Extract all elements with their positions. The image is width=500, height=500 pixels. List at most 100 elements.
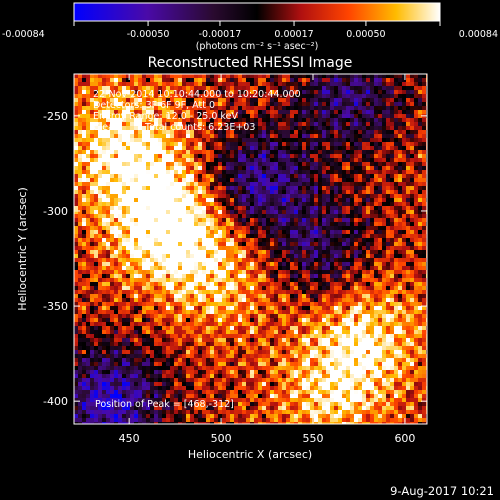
- heatmap-cell: [226, 78, 231, 83]
- heatmap-cell: [178, 86, 183, 91]
- heatmap-cell: [322, 86, 327, 91]
- heatmap-cell: [106, 130, 111, 135]
- heatmap-cell: [394, 262, 399, 267]
- heatmap-cell: [234, 286, 239, 291]
- heatmap-cell: [314, 210, 319, 215]
- heatmap-cell: [274, 262, 279, 267]
- heatmap-cell: [206, 206, 211, 211]
- heatmap-cell: [110, 162, 115, 167]
- heatmap-cell: [406, 278, 411, 283]
- heatmap-cell: [106, 262, 111, 267]
- heatmap-cell: [198, 206, 203, 211]
- heatmap-cell: [350, 214, 355, 219]
- heatmap-cell: [158, 190, 163, 195]
- heatmap-cell: [226, 154, 231, 159]
- heatmap-cell: [266, 182, 271, 187]
- heatmap-cell: [406, 234, 411, 239]
- heatmap-cell: [298, 234, 303, 239]
- heatmap-cell: [298, 78, 303, 83]
- heatmap-cell: [222, 270, 227, 275]
- heatmap-cell: [154, 150, 159, 155]
- heatmap-cell: [162, 238, 167, 243]
- heatmap-cell: [126, 186, 131, 191]
- heatmap-cell: [318, 258, 323, 263]
- heatmap-cell: [130, 102, 135, 107]
- heatmap-cell: [318, 174, 323, 179]
- heatmap-cell: [318, 226, 323, 231]
- heatmap-cell: [230, 254, 235, 259]
- heatmap-cell: [202, 142, 207, 147]
- heatmap-cell: [418, 82, 423, 87]
- heatmap-cell: [402, 222, 407, 227]
- heatmap-cell: [366, 230, 371, 235]
- heatmap-cell: [342, 150, 347, 155]
- heatmap-cell: [406, 98, 411, 103]
- heatmap-cell: [238, 146, 243, 151]
- heatmap-cell: [386, 258, 391, 263]
- heatmap-cell: [258, 126, 263, 131]
- heatmap-cell: [250, 194, 255, 199]
- heatmap-cell: [250, 166, 255, 171]
- heatmap-cell: [178, 94, 183, 99]
- heatmap-cell: [190, 258, 195, 263]
- heatmap-cell: [242, 158, 247, 163]
- heatmap-cell: [406, 138, 411, 143]
- heatmap-cell: [318, 294, 323, 299]
- heatmap-cell: [102, 150, 107, 155]
- heatmap-cell: [154, 214, 159, 219]
- heatmap-cell: [122, 242, 127, 247]
- heatmap-cell: [298, 158, 303, 163]
- heatmap-cell: [234, 290, 239, 295]
- heatmap-cell: [270, 258, 275, 263]
- heatmap-cell: [142, 194, 147, 199]
- heatmap-cell: [350, 166, 355, 171]
- heatmap-cell: [370, 266, 375, 271]
- heatmap-cell: [222, 210, 227, 215]
- heatmap-cell: [270, 238, 275, 243]
- heatmap-cell: [166, 138, 171, 143]
- heatmap-cell: [314, 90, 319, 95]
- heatmap-cell: [326, 190, 331, 195]
- heatmap-cell: [82, 78, 87, 83]
- heatmap-cell: [106, 286, 111, 291]
- heatmap-cell: [154, 178, 159, 183]
- heatmap-cell: [222, 246, 227, 251]
- heatmap-cell: [94, 278, 99, 283]
- heatmap-cell: [350, 178, 355, 183]
- heatmap-cell: [218, 138, 223, 143]
- heatmap-cell: [198, 110, 203, 115]
- heatmap-cell: [362, 230, 367, 235]
- heatmap-cell: [170, 78, 175, 83]
- heatmap-cell: [290, 282, 295, 287]
- heatmap-cell: [258, 102, 263, 107]
- heatmap-cell: [106, 278, 111, 283]
- heatmap-cell: [226, 278, 231, 283]
- heatmap-cell: [298, 210, 303, 215]
- heatmap-cell: [138, 274, 143, 279]
- heatmap-cell: [210, 82, 215, 87]
- heatmap-cell: [94, 274, 99, 279]
- heatmap-cell: [106, 114, 111, 119]
- heatmap-cell: [418, 146, 423, 151]
- heatmap-cell: [306, 90, 311, 95]
- heatmap-cell: [254, 158, 259, 163]
- heatmap-cell: [362, 158, 367, 163]
- heatmap-cell: [246, 246, 251, 251]
- heatmap-cell: [294, 142, 299, 147]
- heatmap-cell: [78, 110, 83, 115]
- heatmap-cell: [194, 242, 199, 247]
- heatmap-cell: [346, 206, 351, 211]
- heatmap-cell: [154, 198, 159, 203]
- heatmap-cell: [374, 78, 379, 83]
- heatmap-cell: [410, 106, 415, 111]
- heatmap-cell: [326, 94, 331, 99]
- heatmap-cell: [90, 198, 95, 203]
- heatmap-cell: [110, 230, 115, 235]
- heatmap-cell: [382, 98, 387, 103]
- heatmap-cell: [78, 174, 83, 179]
- heatmap-cell: [74, 138, 79, 143]
- heatmap-cell: [366, 142, 371, 147]
- heatmap-cell: [290, 206, 295, 211]
- heatmap-cell: [334, 158, 339, 163]
- heatmap-cell: [334, 238, 339, 243]
